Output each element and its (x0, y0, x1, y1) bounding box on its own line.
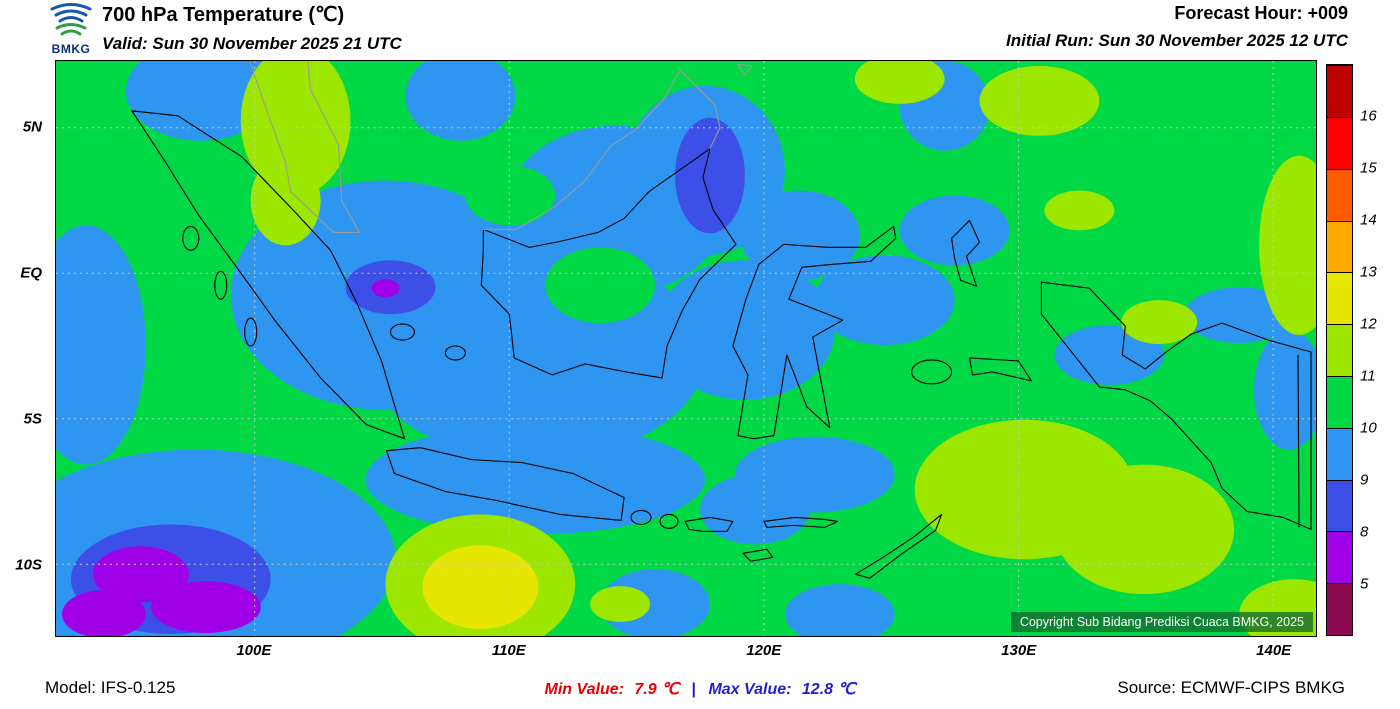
x-tick-label: 100E (236, 642, 272, 659)
island-sumbawa (684, 516, 734, 532)
forecast-hour: Forecast Hour: +009 (1174, 3, 1348, 23)
colorbar-tick-label: 13 (1360, 263, 1377, 281)
coastlines-neighbors (249, 61, 753, 233)
temperature-map-svg (56, 61, 1316, 636)
title-block: 700 hPa Temperature (℃) Valid: Sun 30 No… (102, 2, 402, 54)
x-tick-label: 140E (1256, 642, 1292, 659)
max-value: 12.8 ℃ (801, 681, 856, 698)
papua-png-border (1297, 354, 1300, 528)
minmax-divider: | (691, 681, 696, 698)
island-sulawesi (732, 225, 897, 440)
colorbar-segment (1327, 427, 1352, 480)
bmkg-logo: BMKG (44, 1, 98, 56)
island-sumatra (131, 110, 405, 440)
island-belitung (444, 345, 466, 361)
footer: Model: IFS-0.125 Min Value: 7.9 ℃ | Max … (0, 676, 1400, 704)
island-timor (855, 513, 943, 579)
island-seram (969, 357, 1033, 382)
island-halmahera (951, 219, 981, 287)
colorbar-tick-label: 14 (1360, 211, 1377, 229)
minmax-values: Min Value: 7.9 ℃ | Max Value: 12.8 ℃ (545, 679, 856, 699)
max-value-label: Max Value: (708, 681, 792, 698)
field-purple-blobs (62, 279, 400, 636)
colorbar-segment (1327, 220, 1352, 273)
y-tick-label: 5S (23, 410, 42, 428)
min-value: 7.9 ℃ (634, 681, 680, 698)
bmkg-logo-text: BMKG (51, 42, 91, 56)
x-tick-label: 130E (1001, 642, 1037, 659)
malay-peninsula (249, 61, 361, 233)
colorbar-tick-label: 5 (1360, 575, 1369, 593)
colorbar-segment (1327, 479, 1352, 532)
copyright-overlay: Copyright Sub Bidang Prediksi Cuaca BMKG… (1010, 612, 1313, 632)
bmkg-logo-icon (50, 3, 92, 36)
field-green-gaps (465, 165, 656, 324)
temperature-field (56, 61, 1316, 636)
initial-run: Initial Run: Sun 30 November 2025 12 UTC (1006, 31, 1348, 50)
colorbar-segment (1327, 324, 1352, 376)
island-bali (630, 509, 652, 525)
valid-time: Valid: Sun 30 November 2025 21 UTC (102, 34, 402, 53)
kalimantan-malaysia-border (483, 148, 711, 248)
y-tick-label: 5N (22, 118, 42, 136)
island-papua (1040, 281, 1312, 530)
philippines-fragment (737, 63, 753, 76)
y-axis: 5N EQ 5S 10S (0, 60, 48, 637)
x-axis: 100E 110E 120E 130E 140E (55, 642, 1317, 664)
island-bangka (389, 323, 415, 341)
run-info-block: Forecast Hour: +009 Initial Run: Sun 30 … (1006, 3, 1348, 51)
colorbar-tick-label: 15 (1360, 159, 1377, 177)
page-title: 700 hPa Temperature (℃) (102, 4, 345, 26)
colorbar-tick-label: 10 (1360, 419, 1377, 437)
island-mentawai-1 (214, 270, 228, 300)
island-nias (182, 225, 200, 251)
gridlines (56, 61, 1316, 636)
colorbar-tick-label: 8 (1360, 523, 1369, 541)
colorbar-segment (1327, 583, 1352, 635)
malaysian-borneo-coast (483, 69, 721, 230)
x-tick-label: 110E (491, 642, 526, 659)
colorbar-tick-label: 11 (1360, 367, 1376, 385)
island-mentawai-2 (244, 317, 258, 347)
island-lombok (659, 513, 679, 529)
island-kalimantan-coast (480, 148, 737, 379)
colorbar-segment (1327, 375, 1352, 428)
min-value-label: Min Value: (544, 681, 624, 698)
island-flores (763, 516, 839, 528)
colorbar-segment (1327, 116, 1352, 169)
model-label: Model: IFS-0.125 (45, 678, 176, 697)
colorbar-segment (1327, 65, 1352, 117)
colorbar (1326, 64, 1353, 636)
colorbar-labels: 5 8 9 10 11 12 13 14 15 16 (1360, 64, 1394, 636)
x-tick-label: 120E (746, 642, 782, 659)
y-tick-label: 10S (15, 556, 42, 574)
island-buru (911, 359, 953, 385)
map-area: Copyright Sub Bidang Prediksi Cuaca BMKG… (55, 60, 1317, 637)
colorbar-tick-label: 9 (1360, 471, 1369, 489)
source-label: Source: ECMWF-CIPS BMKG (1117, 678, 1345, 697)
y-tick-label: EQ (20, 264, 42, 282)
field-yellow-blobs (422, 545, 539, 630)
colorbar-segment (1327, 531, 1352, 584)
colorbar-tick-label: 12 (1360, 315, 1377, 333)
island-sumba (742, 548, 774, 562)
colorbar-tick-label: 16 (1360, 107, 1377, 125)
island-java (385, 447, 625, 521)
colorbar-segment (1327, 168, 1352, 221)
coastlines-indonesia (131, 110, 1312, 579)
colorbar-segment (1327, 272, 1352, 325)
